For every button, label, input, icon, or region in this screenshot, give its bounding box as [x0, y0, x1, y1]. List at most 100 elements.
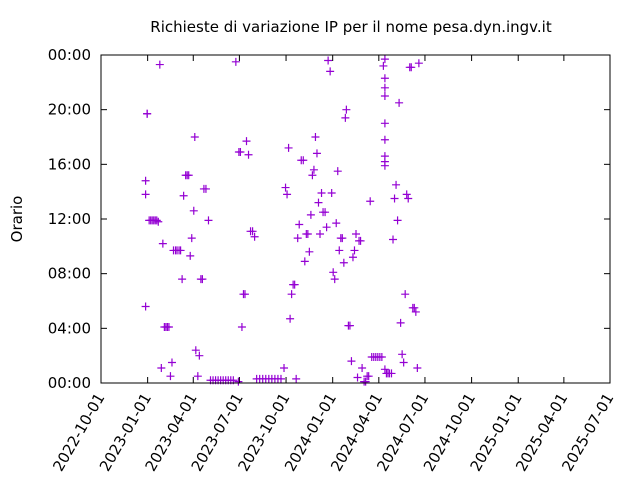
axes: 00:0004:0008:0012:0016:0020:0000:002022-… [48, 46, 618, 475]
y-tick-label: 16:00 [48, 155, 91, 173]
data-point [380, 161, 389, 170]
data-point [154, 217, 163, 226]
data-point [312, 149, 321, 158]
data-point [231, 57, 240, 66]
data-point [398, 350, 407, 359]
data-point [361, 377, 370, 386]
data-point [342, 105, 351, 114]
data-point [404, 194, 413, 203]
data-point [164, 322, 173, 331]
data-point [292, 374, 301, 383]
data-point [300, 257, 309, 266]
data-point [401, 290, 410, 299]
data-point [341, 113, 350, 122]
y-tick-label: 04:00 [48, 319, 91, 337]
data-point [240, 290, 249, 299]
data-point [155, 60, 164, 69]
chart-title: Richieste di variazione IP per il nome p… [150, 18, 552, 36]
plot-frame [100, 54, 611, 384]
data-point [414, 59, 423, 68]
y-tick-label: 00:00 [48, 46, 91, 64]
data-point [380, 135, 389, 144]
data-point [283, 190, 292, 199]
data-point [392, 180, 401, 189]
data-point [141, 176, 150, 185]
y-tick-label: 20:00 [48, 101, 91, 119]
data-point [356, 236, 365, 245]
data-point [366, 197, 375, 206]
data-point [191, 346, 200, 355]
data-point [276, 374, 285, 383]
data-point [152, 216, 161, 225]
data-point [187, 234, 196, 243]
data-point [387, 369, 396, 378]
data-point [316, 230, 325, 239]
data-point [184, 171, 193, 180]
data-point [280, 363, 289, 372]
data-point [141, 302, 150, 311]
data-point [326, 67, 335, 76]
data-points [141, 55, 423, 386]
data-point [389, 235, 398, 244]
data-point [333, 167, 342, 176]
data-point [311, 133, 320, 141]
data-point [348, 253, 357, 262]
data-point [395, 98, 404, 107]
y-tick-label: 12:00 [48, 210, 91, 228]
data-point [157, 363, 166, 372]
data-point [308, 171, 317, 180]
data-point [330, 275, 339, 284]
data-point [380, 365, 389, 374]
data-point [396, 318, 405, 327]
data-point [305, 247, 314, 256]
data-point [195, 351, 204, 360]
data-point [380, 83, 389, 92]
data-point [324, 56, 333, 65]
data-point [143, 109, 152, 118]
data-point [141, 190, 150, 199]
data-point [410, 303, 419, 312]
data-point [299, 156, 308, 165]
data-point [186, 251, 195, 260]
data-point [176, 246, 185, 255]
data-point [295, 220, 304, 229]
data-point [390, 194, 399, 203]
y-tick-label: 08:00 [48, 265, 91, 283]
data-point [306, 210, 315, 219]
data-point [237, 322, 246, 331]
data-point [158, 239, 167, 248]
data-point [364, 372, 373, 381]
data-point [281, 183, 290, 192]
data-point [393, 216, 402, 225]
data-point [350, 246, 359, 255]
data-point [399, 358, 408, 367]
data-point [358, 363, 367, 372]
data-point [380, 74, 389, 83]
data-point [332, 219, 341, 228]
data-point [234, 377, 243, 386]
data-point [244, 150, 253, 159]
data-point [303, 230, 312, 239]
data-point [407, 63, 416, 72]
data-point [167, 358, 176, 367]
data-point [178, 275, 187, 284]
data-point [353, 373, 362, 382]
data-point [190, 133, 199, 141]
data-point [411, 307, 420, 316]
data-point [322, 223, 331, 232]
data-point [352, 230, 361, 239]
data-point [327, 189, 336, 198]
data-point [345, 321, 354, 330]
data-point [287, 290, 296, 299]
data-point [309, 165, 318, 174]
y-tick-label: 00:00 [48, 374, 91, 392]
data-point [293, 234, 302, 243]
data-point [377, 353, 386, 362]
data-point [204, 216, 213, 225]
data-point [284, 143, 293, 152]
data-point [198, 275, 207, 284]
data-point [290, 280, 299, 289]
data-point [248, 227, 257, 236]
data-point [179, 191, 188, 200]
